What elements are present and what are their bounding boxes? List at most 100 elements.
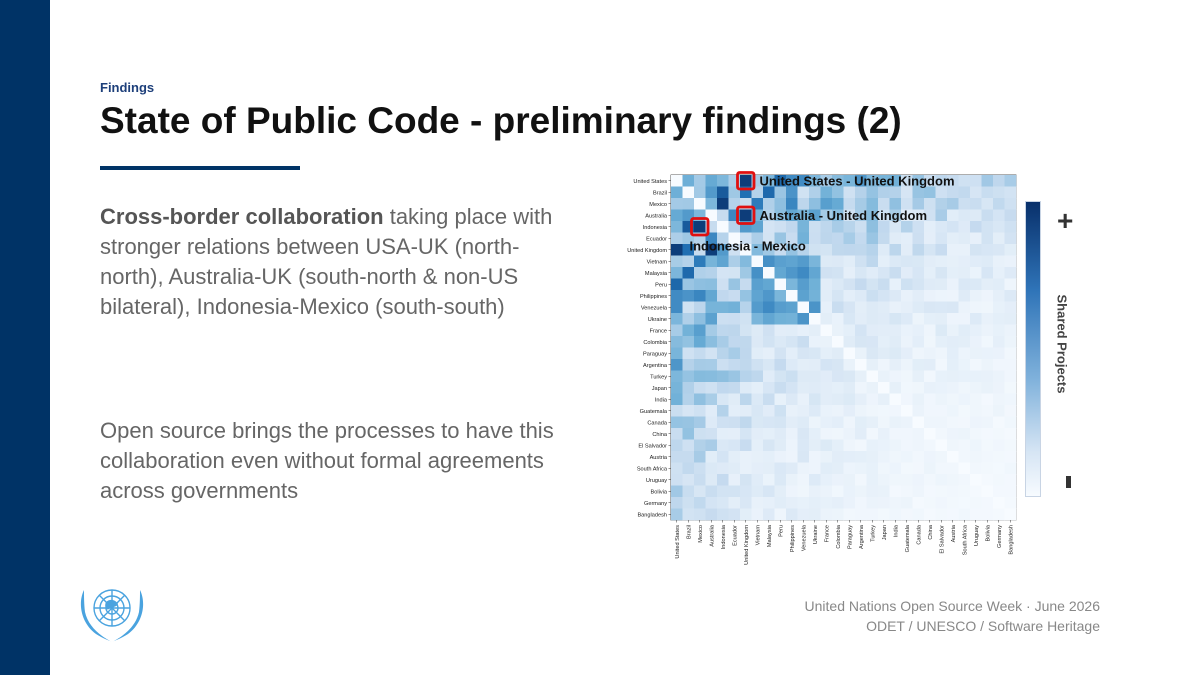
heatmap-cell	[981, 221, 994, 233]
heatmap-cell	[912, 336, 925, 348]
heatmap-cell	[1004, 175, 1017, 187]
heatmap-cell	[694, 370, 706, 383]
heatmap-cell	[843, 232, 856, 245]
heatmap-cell	[970, 359, 982, 371]
heatmap-cell	[935, 221, 948, 233]
heatmap-cell	[728, 428, 741, 440]
heatmap-cell	[878, 267, 890, 279]
heatmap-cell	[774, 221, 787, 233]
heatmap-cell	[717, 290, 729, 302]
heatmap-cell	[774, 370, 787, 383]
heatmap-cell	[970, 416, 982, 429]
heatmap-cell	[993, 428, 1005, 440]
heatmap-cell	[786, 255, 798, 268]
heatmap-cell	[993, 290, 1005, 302]
heatmap-cell	[694, 382, 706, 394]
heatmap-cell	[958, 393, 971, 406]
heatmap-cell	[740, 290, 752, 302]
heatmap-cell	[728, 393, 741, 406]
col-tick-label: Colombia	[836, 524, 842, 549]
heatmap-cell	[751, 439, 764, 452]
heatmap-cell	[671, 382, 683, 394]
heatmap-cell	[694, 301, 706, 314]
heatmap-cell	[843, 393, 856, 406]
heatmap-cell	[682, 393, 695, 406]
heatmap-cell	[1004, 508, 1017, 521]
heatmap-cell	[832, 175, 844, 187]
heatmap-cell	[935, 439, 948, 452]
heatmap-cell	[786, 347, 798, 360]
heatmap-cell	[694, 497, 706, 509]
heatmap-cell	[947, 370, 959, 383]
heatmap-cell	[774, 301, 787, 314]
heatmap-cell	[1004, 301, 1017, 314]
heatmap-cell	[866, 175, 879, 187]
heatmap-cell	[924, 497, 936, 509]
heatmap-cell	[809, 221, 821, 233]
heatmap-cell	[797, 221, 810, 233]
heatmap-cell	[740, 508, 752, 521]
heatmap-cell	[809, 393, 821, 406]
heatmap-cell	[843, 267, 856, 279]
heatmap-cell	[843, 347, 856, 360]
section-label: Findings	[100, 80, 155, 95]
highlight-box	[690, 217, 710, 237]
heatmap-cell	[912, 474, 925, 486]
heatmap-cell	[717, 278, 729, 291]
heatmap-cell	[786, 278, 798, 291]
heatmap-cell	[970, 221, 982, 233]
row-tick-label: Paraguay	[643, 351, 667, 357]
heatmap-cell	[671, 508, 683, 521]
heatmap-cell	[717, 485, 729, 498]
heatmap-cell	[774, 198, 787, 210]
heatmap-cell	[797, 198, 810, 210]
heatmap-cell	[958, 267, 971, 279]
heatmap-cell	[717, 347, 729, 360]
heatmap-cell	[843, 439, 856, 452]
heatmap-cell	[717, 405, 729, 417]
heatmap-cell	[912, 267, 925, 279]
heatmap-cell	[694, 485, 706, 498]
heatmap-cell	[832, 416, 844, 429]
heatmap-cell	[717, 267, 729, 279]
heatmap-cell	[694, 290, 706, 302]
heatmap-cell	[970, 244, 982, 256]
heatmap-cell	[820, 485, 833, 498]
heatmap-cell	[763, 313, 775, 325]
col-tick-label: United States	[675, 525, 681, 559]
heatmap-cell	[981, 428, 994, 440]
heatmap-cell	[797, 301, 810, 314]
col-tick-label: Peru	[778, 525, 784, 537]
heatmap-cell	[705, 324, 718, 337]
heatmap-cell	[901, 382, 913, 394]
heatmap-cell	[843, 370, 856, 383]
heatmap-cell	[751, 290, 764, 302]
heatmap-cell	[970, 347, 982, 360]
heatmap-cell	[774, 428, 787, 440]
title-underline	[100, 166, 300, 170]
heatmap-cell	[878, 175, 890, 187]
col-tick-label: Canada	[916, 524, 922, 544]
heatmap-cell	[947, 382, 959, 394]
row-tick-label: Mexico	[649, 202, 667, 208]
un-logo	[80, 589, 144, 642]
heatmap-cell	[740, 428, 752, 440]
slide-title: State of Public Code - preliminary findi…	[100, 100, 902, 141]
heatmap-cell	[947, 255, 959, 268]
heatmap-cell	[694, 462, 706, 475]
heatmap-cell	[889, 439, 902, 452]
heatmap-cell	[912, 382, 925, 394]
heatmap-cell	[728, 324, 741, 337]
heatmap-cell	[728, 370, 741, 383]
heatmap-cell	[958, 290, 971, 302]
row-tick-label: Vietnam	[647, 259, 668, 265]
heatmap-cell	[843, 416, 856, 429]
heatmap-cell	[935, 198, 948, 210]
heatmap-cell	[820, 313, 833, 325]
heatmap-cell	[705, 290, 718, 302]
heatmap-cell	[866, 474, 879, 486]
heatmap-cell	[728, 474, 741, 486]
heatmap-cell	[717, 336, 729, 348]
heatmap-cell	[935, 324, 948, 337]
heatmap-cell	[809, 313, 821, 325]
